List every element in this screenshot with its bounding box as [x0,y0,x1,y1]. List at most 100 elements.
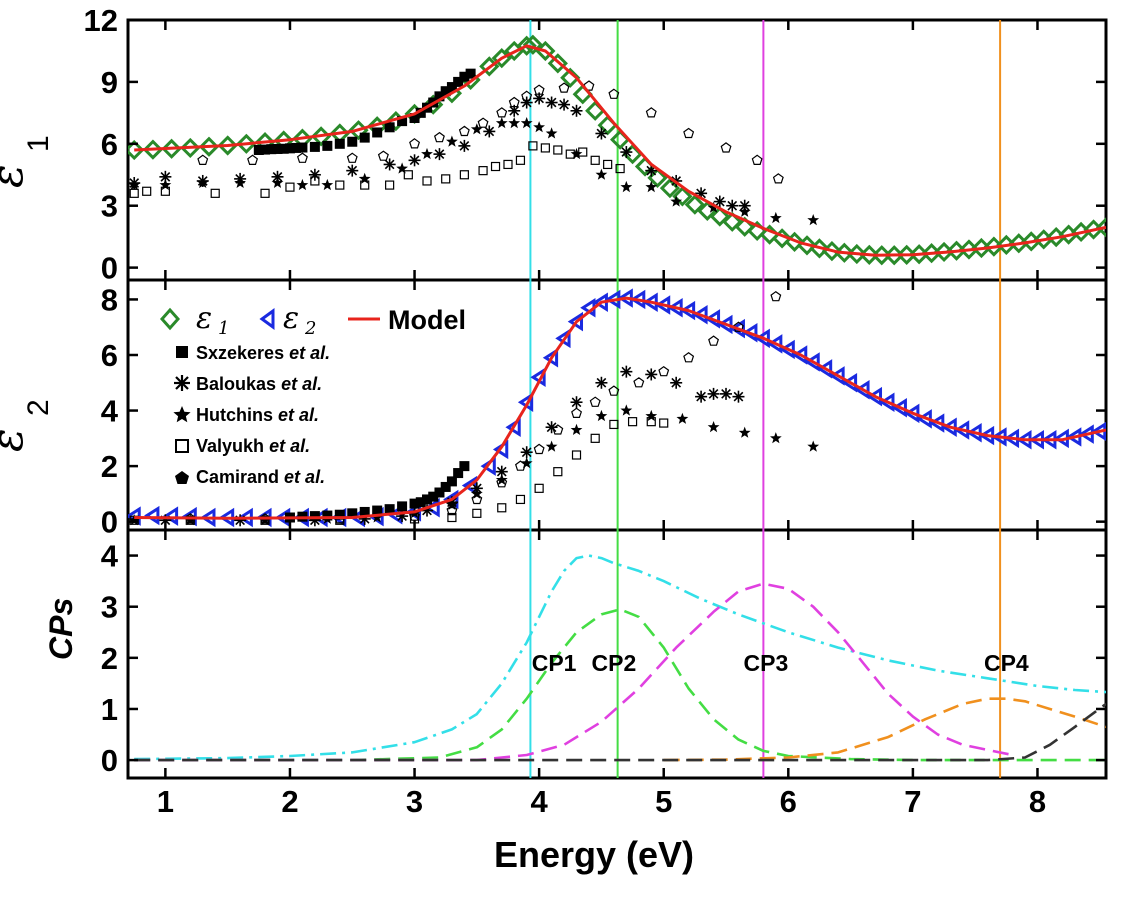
asterisk-stroke [646,369,657,380]
svg-text:ε: ε [283,301,299,336]
marker-asterisk [234,514,247,527]
marker-star [259,514,271,526]
line-cp4-oscillator [663,697,1106,762]
marker-diamond [722,211,743,232]
marker-square-filled [397,501,408,512]
marker-star [271,176,284,188]
marker-pentagon [751,154,763,165]
asterisk-stroke [571,397,582,408]
marker-square-open [540,143,550,153]
annotation-cp3: CP3 [744,650,789,676]
marker-asterisk [508,104,521,117]
marker-square-open [385,180,395,190]
asterisk-stroke [160,171,171,182]
legend-asterisk-marker [174,375,190,391]
marker-square-filled [359,506,370,517]
marker-pentagon [772,173,784,184]
marker-asterisk [726,199,739,212]
svg-text:2: 2 [22,399,55,416]
xtick-label: 7 [904,784,921,819]
xtick-label: 4 [531,784,549,819]
marker-diamond [217,135,238,156]
asterisk-stroke [546,422,557,433]
marker-square-open [360,180,370,190]
panel-cps-series [134,554,1106,762]
asterisk-stroke [696,391,706,402]
svg-text:Sxzekeres et al.: Sxzekeres et al. [196,343,330,363]
series-cp3-oscillator [134,582,1013,762]
legend-square-open-marker [175,439,189,453]
marker-star [570,423,583,435]
marker-square-filled [266,144,277,155]
marker-square-filled [428,491,439,502]
marker-triangle-left [692,304,708,325]
marker-asterisk [308,168,321,181]
marker-asterisk [732,390,745,403]
legend-hutchins: Hutchins et al. [173,405,319,425]
marker-square-filled [297,142,308,153]
xlabel: Energy (eV) [494,834,694,875]
marker-diamond [547,53,568,74]
marker-square-open [646,417,656,427]
marker-pentagon [533,443,545,455]
series-cp4-oscillator [663,697,1106,762]
svg-text:Valyukh et al.: Valyukh et al. [196,436,310,456]
marker-pentagon [446,504,458,516]
marker-pentagon [658,365,670,377]
marker-square-open [447,512,457,523]
cp-annotations: CP1 CP2 CP3 CP4 [532,650,1029,676]
marker-pentagon [571,407,583,418]
xtick-label: 1 [157,784,174,819]
marker-star [321,178,334,191]
marker-star [645,409,658,422]
asterisk-stroke [310,169,320,180]
marker-triangle-left [879,392,895,412]
marker-square-open [490,161,501,172]
marker-triangle-left [767,334,783,354]
marker-star [508,117,521,129]
marker-square-open [603,159,613,170]
asterisk-stroke [534,93,544,104]
marker-pentagon [197,154,209,165]
asterisk-stroke [347,165,358,176]
marker-pentagon [683,352,695,363]
asterisk-stroke [546,97,557,108]
marker-star [446,498,458,510]
asterisk-stroke [484,126,495,137]
marker-triangle-left [679,300,696,321]
marker-star [676,412,689,424]
series--2-data- [128,288,1106,528]
line-model [134,44,1106,257]
asterisk-stroke [671,377,682,388]
marker-triangle-left [854,379,870,400]
ytick-label: 2 [101,449,118,484]
marker-asterisk [570,104,583,117]
marker-diamond [1095,217,1106,238]
marker-star [770,211,782,224]
marker-pentagon [496,477,508,488]
marker-square-filled [384,504,395,515]
marker-square-open [129,188,139,198]
ytick-label: 12 [84,3,118,38]
marker-star [495,117,508,129]
marker-triangle-left [630,289,646,310]
annotation-cp1: CP1 [532,650,577,676]
marker-pentagon [608,88,620,99]
legend-star-marker [173,406,191,423]
marker-diamond [771,228,793,249]
marker-asterisk [495,465,508,478]
plot-data [128,34,1106,762]
marker-star [495,473,508,485]
annotation-cp4: CP4 [984,650,1029,676]
marker-square-filled [434,91,445,102]
marker-asterisk [433,148,446,161]
marker-diamond [198,136,220,157]
marker-square-open [503,159,513,170]
marker-triangle-left [729,318,745,339]
marker-square-open [553,467,563,477]
marker-pentagon [346,152,358,163]
series-cp1-oscillator [134,554,1106,761]
asterisk-stroke [621,147,632,157]
marker-asterisk [545,96,558,109]
asterisk-stroke [721,389,731,399]
